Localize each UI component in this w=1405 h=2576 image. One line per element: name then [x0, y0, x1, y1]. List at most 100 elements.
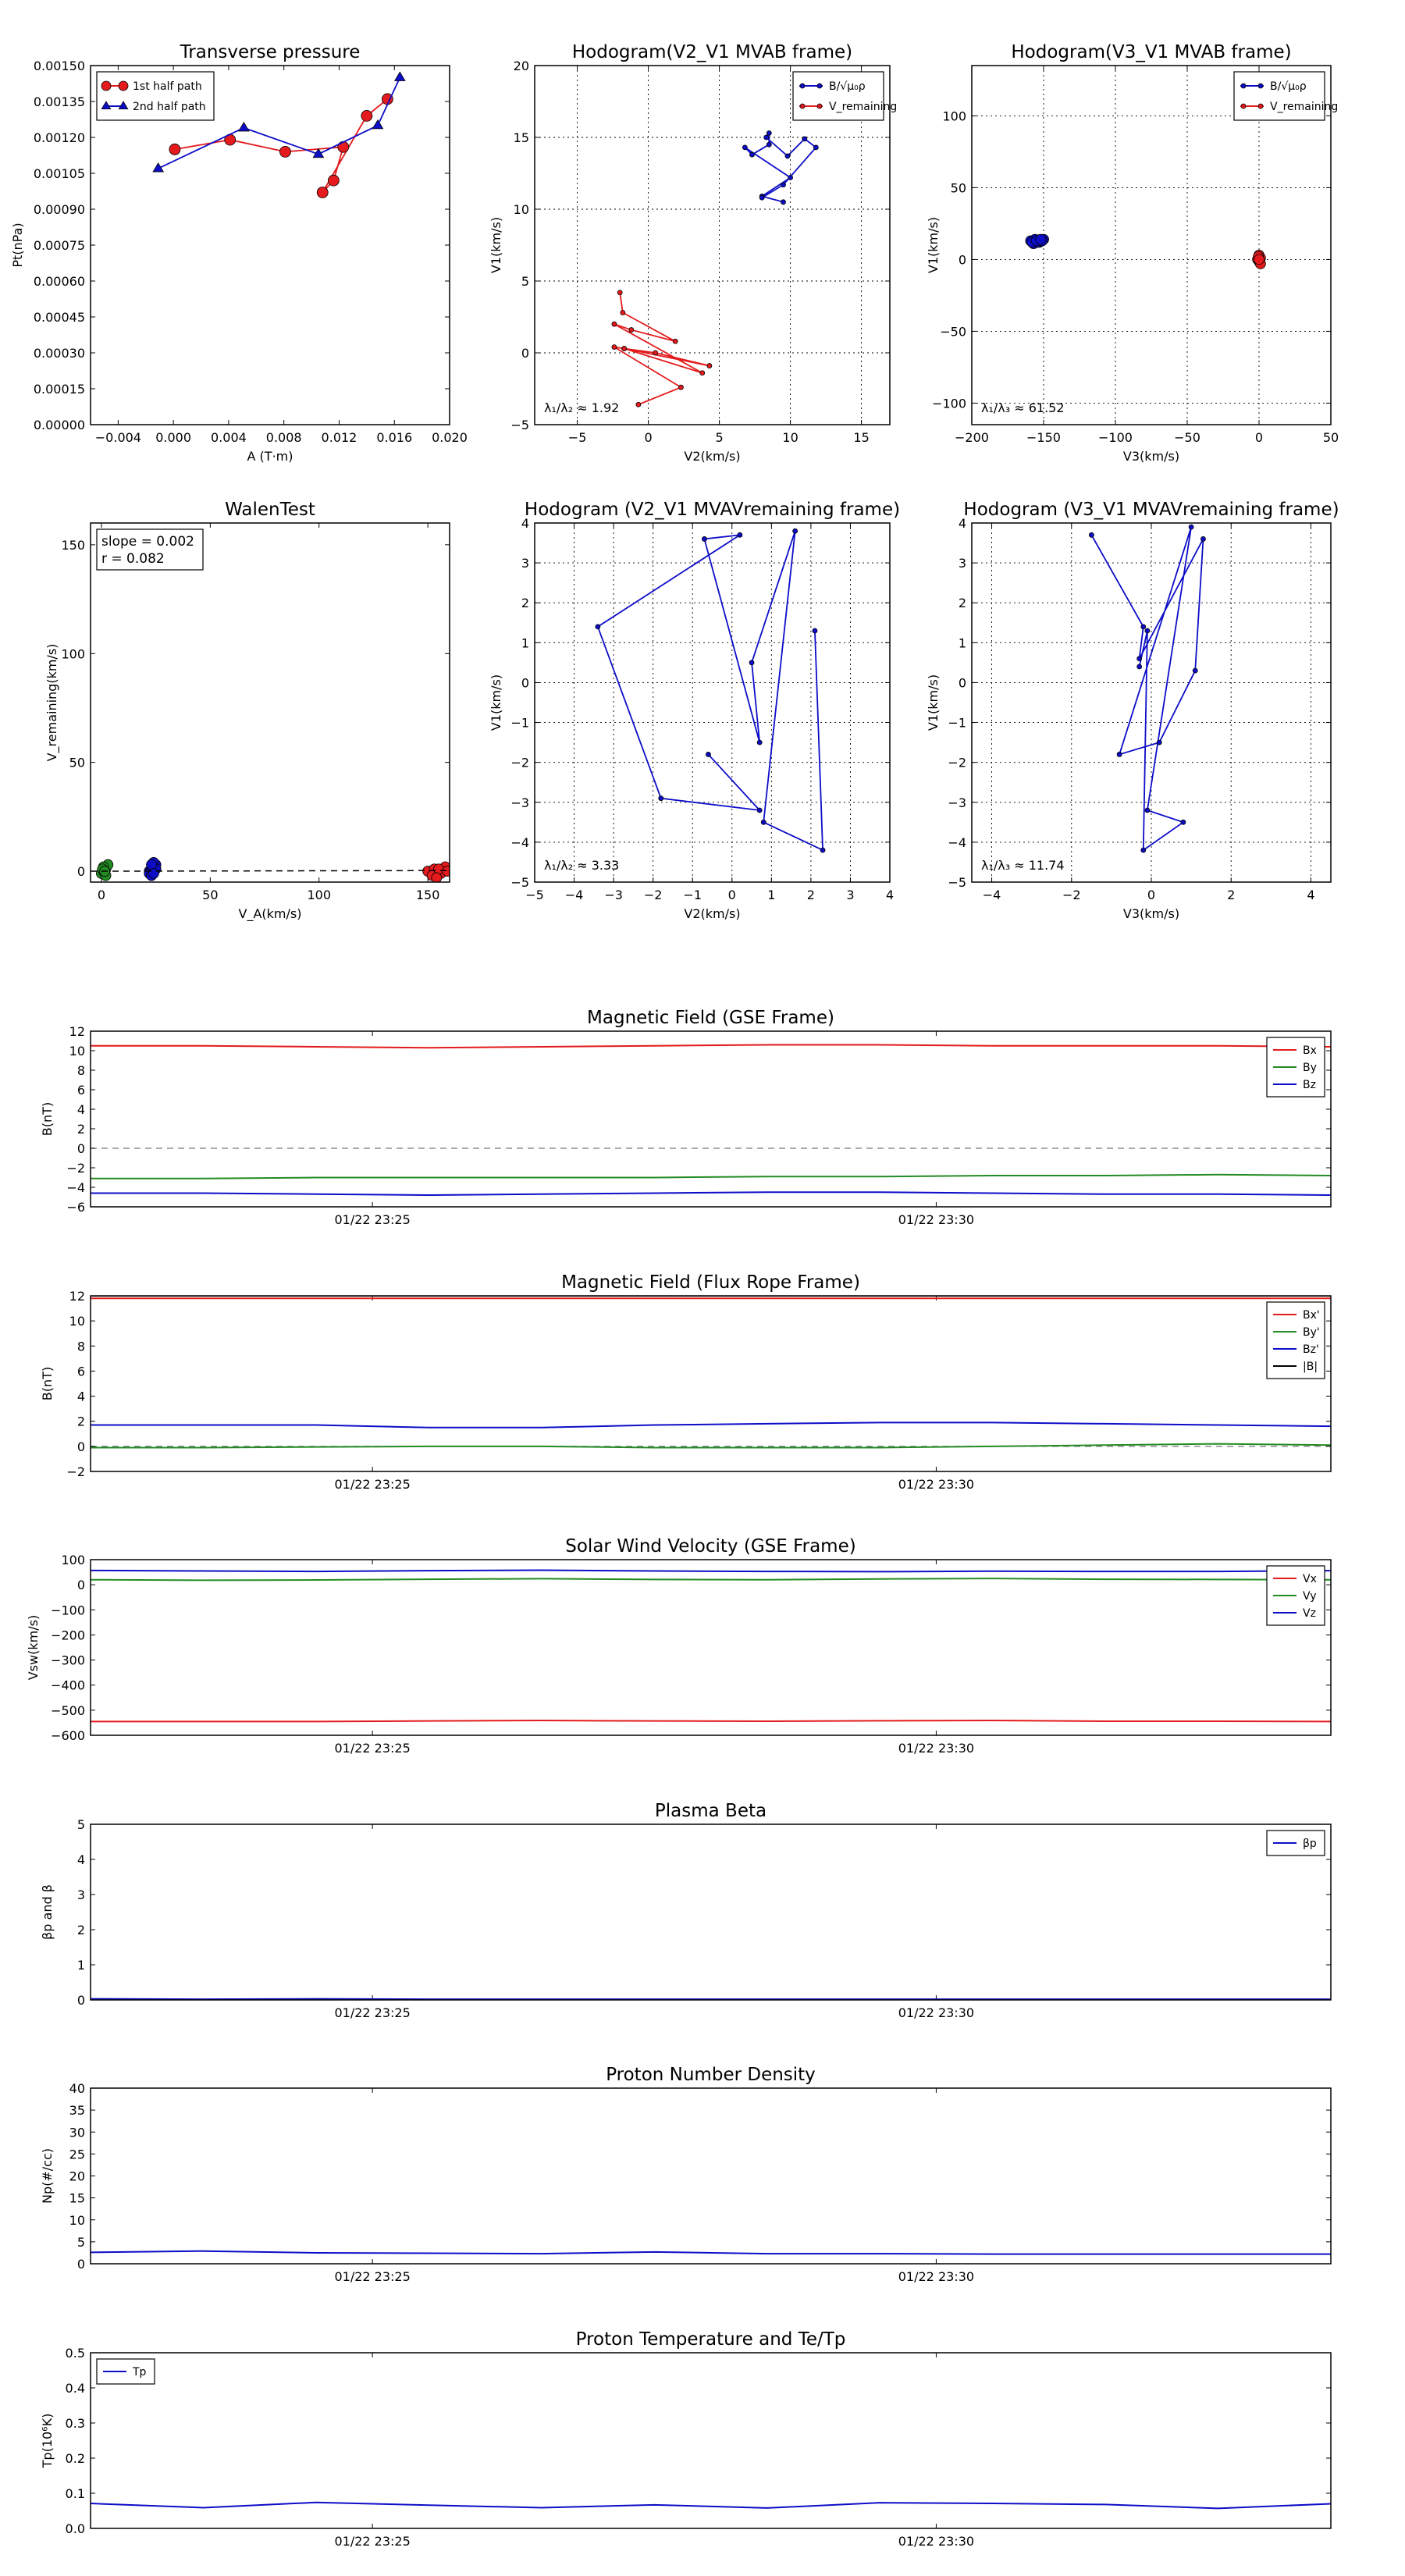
data-point [621, 346, 628, 351]
legend: Vx Vy Vz [1266, 1565, 1325, 1626]
data-point [788, 175, 793, 180]
x-tick-label: 0 [1147, 888, 1155, 902]
x-tick-label: −2 [1062, 888, 1081, 902]
y-tick-label: 15 [514, 130, 529, 145]
y-tick-label: 1 [521, 635, 529, 650]
data-point [1156, 739, 1162, 745]
x-tick-label: −0.004 [95, 430, 141, 445]
x-tick-label: 0.012 [322, 430, 357, 445]
data-point [635, 401, 642, 407]
y-axis-label: V_remaining(km/s) [44, 644, 60, 762]
legend-label: Vx [1303, 1573, 1317, 1585]
x-tick-label: 0.004 [211, 430, 247, 445]
y-tick-label: −4 [948, 835, 966, 850]
legend: Bx By Bz [1266, 1037, 1325, 1098]
y-tick-label: 0 [521, 346, 529, 361]
x-tick-label: 4 [886, 888, 894, 902]
y-tick-label: 4 [77, 1102, 85, 1117]
data-point [766, 141, 772, 148]
y-tick-label: 0.00000 [34, 418, 85, 432]
data-point [784, 153, 791, 159]
y-tick-label: 0.00120 [34, 130, 85, 145]
data-point [1116, 752, 1122, 757]
series-layer [611, 130, 819, 407]
chart-title: Magnetic Field (GSE Frame) [587, 1008, 834, 1028]
y-tick-label: 15 [69, 2191, 85, 2206]
x-axis-label: V3(km/s) [1123, 906, 1179, 921]
x-axis-label: A (T·m) [247, 449, 293, 464]
y-tick-label: −3 [510, 795, 529, 810]
series-layer [1088, 524, 1206, 853]
data-point [820, 847, 826, 853]
y-tick-label: 0 [959, 252, 966, 267]
y-tick-label: 10 [69, 2213, 85, 2228]
plot-frame [90, 1030, 1332, 1208]
legend-marker [118, 80, 129, 91]
data-point [781, 199, 786, 205]
y-tick-label: 40 [69, 2081, 85, 2096]
legend: βp [1266, 1830, 1325, 1856]
data-point [672, 338, 678, 344]
series-layer [91, 2250, 1331, 2255]
x-tick-label: 50 [1323, 430, 1339, 445]
legend-label: B/√μ₀ρ [1270, 80, 1307, 93]
legend-label: 1st half path [133, 80, 202, 93]
y-tick-label: 0 [77, 1993, 85, 2008]
y-tick-label: −3 [948, 795, 966, 810]
y-axis-label: Pt(nPa) [10, 222, 25, 267]
y-tick-label: −300 [51, 1653, 85, 1668]
legend-frame [792, 71, 884, 121]
data-point [759, 194, 765, 201]
x-tick-label: 150 [416, 888, 440, 902]
data-point [620, 310, 626, 315]
series-line-by [91, 1173, 1331, 1179]
data-point [760, 819, 767, 825]
y-tick-label: 0.00045 [34, 310, 85, 325]
y-tick-label: 4 [77, 1389, 85, 1404]
x-tick-label: 0 [645, 430, 653, 445]
legend-marker [816, 103, 823, 109]
data-point [617, 290, 623, 296]
y-tick-label: 0 [77, 1439, 85, 1454]
y-tick-label: −50 [940, 324, 966, 339]
series-layer [91, 1044, 1331, 1197]
legend: Bx' By' Bz' |B| [1266, 1301, 1325, 1379]
y-tick-label: 10 [69, 1044, 85, 1059]
chart-beta: 01/22 23:25 01/22 23:30 0 1 2 3 4 5 Plasma Beta β… [40, 1801, 1332, 2020]
data-point [238, 121, 250, 132]
y-axis-label: Vsw(km/s) [26, 1615, 41, 1680]
y-tick-label: −5 [510, 418, 529, 432]
data-point [792, 528, 799, 534]
legend-marker [1240, 103, 1247, 109]
x-tick-label: 4 [1307, 888, 1314, 902]
plot-frame [90, 1295, 1332, 1472]
plot-frame [534, 522, 891, 883]
plot-frame [90, 65, 450, 425]
chart-tp: −0.004 0.000 0.004 0.008 0.012 0.016 0.020 0.00… [10, 42, 468, 464]
y-tick-label: 5 [521, 274, 529, 289]
chart-title: Hodogram (V3_V1 MVAVremaining frame) [963, 500, 1339, 520]
x-tick-label: 0.008 [266, 430, 302, 445]
legend-label: Tp [132, 2366, 147, 2379]
y-tick-label: 8 [77, 1339, 85, 1354]
chart-title: Transverse pressure [180, 42, 361, 62]
y-tick-label: 0 [959, 675, 966, 690]
legend: 1st half path 2nd half path [96, 71, 215, 121]
x-axis-label: V2(km/s) [684, 906, 740, 921]
y-tick-label: 25 [69, 2147, 85, 2161]
chart-mag_gse: 01/22 23:25 01/22 23:30 −6 −4 −2 0 2 4 6 8 10 12 Mag… [40, 1008, 1332, 1227]
x-tick-label: 01/22 23:30 [898, 1741, 974, 1756]
data-point [393, 71, 406, 81]
y-tick-label: 35 [69, 2103, 85, 2118]
x-tick-label: 3 [846, 888, 854, 902]
y-tick-label: 1 [959, 635, 966, 650]
chart-title: Hodogram(V2_V1 MVAB frame) [572, 42, 852, 62]
y-tick-label: 10 [514, 202, 529, 217]
x-tick-label: −200 [955, 430, 989, 445]
x-tick-label: −5 [568, 430, 587, 445]
series-line-by [91, 1443, 1331, 1449]
x-tick-label: −2 [644, 888, 663, 902]
